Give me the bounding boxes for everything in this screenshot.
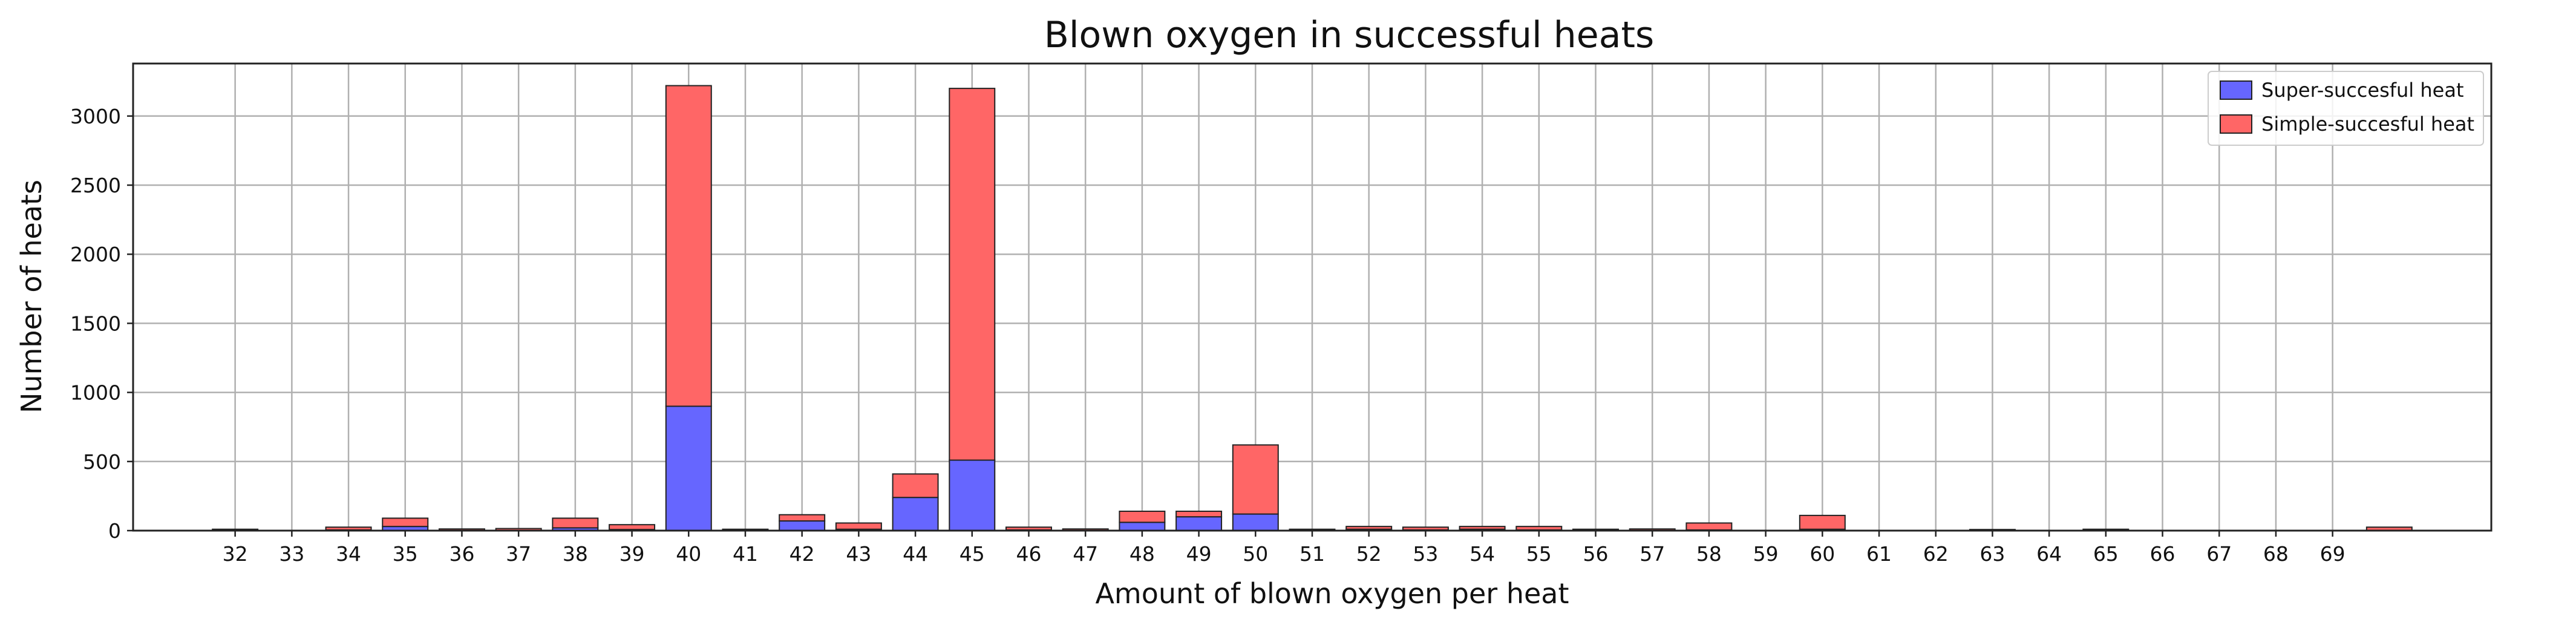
bar-super-42 [779,520,826,532]
x-tick-label: 41 [733,542,758,566]
legend-label-simple: Simple-succesful heat [2261,113,2474,136]
bar-simple-50 [1232,444,1279,515]
y-axis-ticks: 0 500 1000 1500 2000 2500 3000 [70,105,133,543]
x-tick-label: 39 [619,542,645,566]
x-tick-label: 53 [1413,542,1438,566]
bar-simple-44 [892,473,939,499]
x-tick-label: 45 [959,542,985,566]
bar-simple-53 [1402,526,1449,531]
legend-swatch-simple [2220,114,2252,134]
bar-simple-43 [835,522,882,530]
bar-simple-45 [949,88,996,461]
y-tick-label: 500 [83,450,121,474]
x-tick-label: 40 [676,542,701,566]
x-tick-label: 61 [1866,542,1892,566]
x-tick-label: 52 [1356,542,1382,566]
bar-simple-52 [1345,526,1393,530]
bar-simple-49 [1175,511,1223,518]
x-tick-label: 37 [506,542,531,566]
x-tick-label: 68 [2263,542,2289,566]
x-tick-label: 56 [1583,542,1609,566]
y-tick-label: 2500 [70,174,121,197]
x-tick-label: 38 [563,542,588,566]
x-tick-label: 67 [2206,542,2232,566]
x-tick-label: 60 [1809,542,1835,566]
x-tick-label: 46 [1016,542,1041,566]
bar-super-50 [1232,513,1279,532]
x-tick-label: 51 [1299,542,1325,566]
x-tick-label: 55 [1526,542,1552,566]
x-tick-label: 50 [1243,542,1268,566]
bar-simple-58 [1685,522,1733,531]
y-axis-label: Number of heats [15,180,48,413]
x-tick-label: 63 [1979,542,2005,566]
bar-simple-60 [1799,514,1846,530]
x-tick-label: 66 [2150,542,2176,566]
x-tick-label: 34 [336,542,361,566]
bar-simple-48 [1119,511,1166,523]
legend-swatch-super [2220,80,2252,100]
x-tick-label: 57 [1639,542,1665,566]
bar-simple-46 [1005,526,1052,531]
bar-super-48 [1119,522,1166,531]
x-tick-label: 69 [2320,542,2346,566]
legend-box [2208,71,2484,146]
bar-simple-38 [552,517,599,529]
x-tick-label: 59 [1753,542,1779,566]
x-axis-label: Amount of blown oxygen per heat [1095,577,1569,610]
bar-simple-39 [609,524,656,531]
bar-super-44 [892,497,939,531]
x-tick-label: 49 [1186,542,1212,566]
bar-simple-35 [382,517,429,528]
y-tick-label: 1000 [70,381,121,405]
bar-simple-34 [325,526,372,531]
y-tick-label: 0 [108,519,121,543]
bar-simple-54 [1459,526,1506,530]
x-tick-label: 62 [1923,542,1949,566]
x-tick-label: 48 [1129,542,1155,566]
x-tick-label: 32 [223,542,248,566]
x-tick-label: 65 [2093,542,2119,566]
x-tick-label: 47 [1073,542,1098,566]
y-tick-label: 3000 [70,105,121,128]
x-tick-label: 54 [1469,542,1495,566]
bar-super-40 [665,405,712,531]
bar-simple-55 [1515,526,1563,531]
x-tick-label: 58 [1696,542,1722,566]
bar-simple-40 [665,85,712,407]
y-tick-label: 1500 [70,312,121,335]
legend-label-super: Super-succesful heat [2261,79,2463,102]
bar-super-49 [1175,516,1223,532]
bar-simple-42 [779,514,826,522]
chart-title: Blown oxygen in successful heats [1044,14,1655,56]
x-tick-label: 64 [2036,542,2062,566]
x-tick-label: 44 [903,542,928,566]
x-tick-label: 35 [393,542,418,566]
x-tick-label: 36 [449,542,474,566]
bar-super-45 [949,459,996,531]
x-axis-ticks: 32 33 34 35 36 37 38 39 40 41 42 43 44 45 46 47 48 49 50 51… [223,531,2346,566]
x-tick-label: 42 [789,542,815,566]
x-tick-label: 43 [846,542,871,566]
legend: Super-succesful heat Simple-succesful he… [2208,71,2484,146]
y-tick-label: 2000 [70,243,121,266]
x-tick-label: 33 [279,542,304,566]
